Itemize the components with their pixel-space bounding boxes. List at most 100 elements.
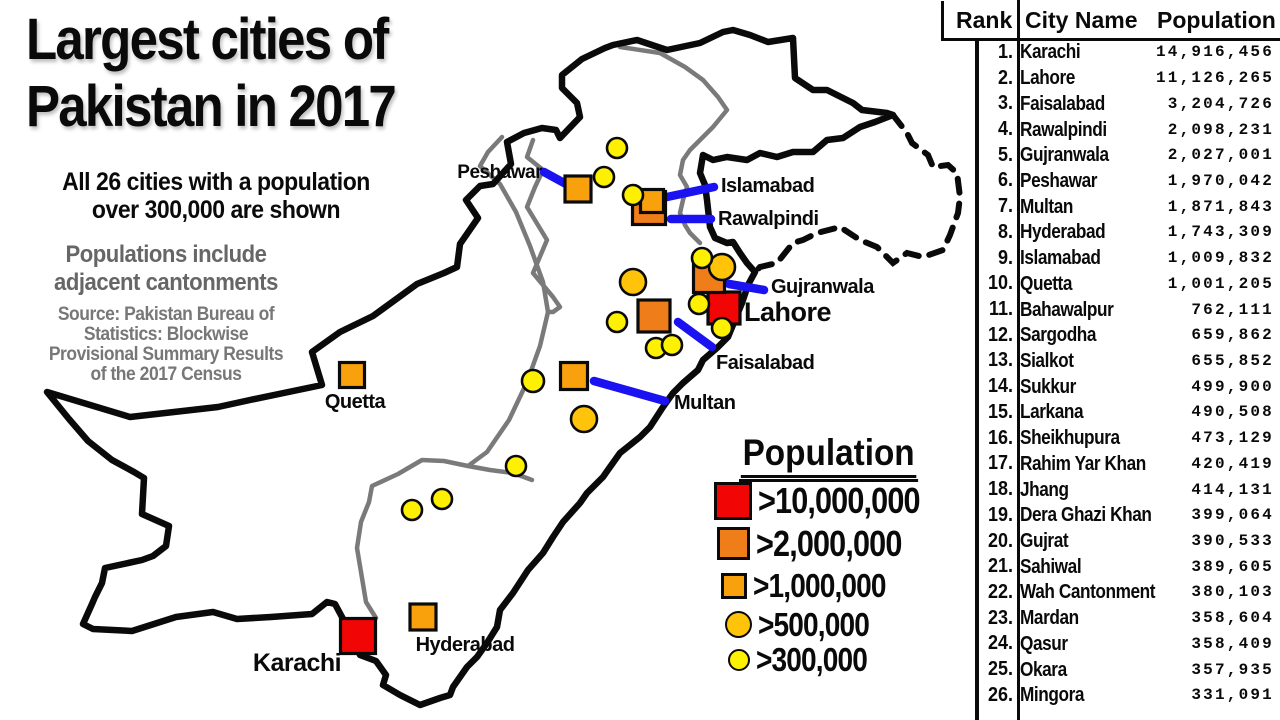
cell-city: Lahore	[1020, 66, 1075, 90]
table-row: 15. Larkana 490,508	[979, 400, 1278, 426]
cell-population: 358,604	[1191, 609, 1274, 628]
cell-population: 1,871,843	[1167, 197, 1274, 216]
map-label-rawalpindi: Rawalpindi	[718, 208, 819, 230]
legend-label: >300,000	[756, 641, 868, 678]
marker-okara	[660, 333, 684, 357]
table-row: 24. Qasur 358,409	[979, 631, 1278, 657]
map-label-karachi: Karachi	[253, 649, 341, 677]
marker-bahawalpur	[569, 404, 599, 434]
table-row: 10. Quetta 1,001,205	[979, 271, 1278, 297]
cell-population: 490,508	[1191, 403, 1274, 422]
marker-jhang	[605, 310, 629, 334]
legend-label: >500,000	[758, 605, 870, 643]
cell-population: 1,970,042	[1167, 171, 1274, 190]
table-row: 22. Wah Cantonment 380,103	[979, 580, 1278, 606]
cell-population: 2,027,001	[1167, 146, 1274, 165]
table-row: 12. Sargodha 659,862	[979, 322, 1278, 348]
province-boundary-punjab-west	[524, 137, 563, 315]
cell-city: Dera Ghazi Khan	[1020, 503, 1152, 527]
table-row: 20. Gujrat 390,533	[979, 528, 1278, 554]
cell-city: Karachi	[1020, 40, 1081, 64]
legend-swatch-circle	[725, 611, 752, 638]
title-line2: Pakistan in 2017	[26, 74, 397, 139]
cell-rank: 11.	[988, 298, 1013, 321]
cell-population: 14,916,456	[1155, 43, 1274, 62]
cell-rank: 7.	[997, 195, 1013, 218]
cell-population: 1,009,832	[1167, 249, 1274, 268]
province-boundary-sindh-punjab	[465, 463, 535, 483]
cell-rank: 18.	[987, 478, 1013, 501]
cell-city: Islamabad	[1020, 246, 1101, 270]
map-label-peshawar: Peshawar	[457, 162, 543, 183]
cell-city: Sahiwal	[1020, 554, 1082, 578]
subtitle: All 26 cities with a population over 300…	[26, 168, 406, 224]
marker-sargodha	[618, 267, 648, 297]
cell-city: Sukkur	[1020, 374, 1076, 398]
col-header-population: Population	[1157, 7, 1276, 33]
subtitle-line1: All 26 cities with a population	[62, 168, 370, 196]
map-label-quetta: Quetta	[325, 391, 387, 413]
marker-mingora	[605, 136, 629, 160]
map-label-gujranwala: Gujranwala	[771, 276, 875, 298]
title-line1: Largest cities of	[26, 7, 389, 72]
cell-city: Qasur	[1020, 631, 1068, 655]
cell-population: 1,001,205	[1167, 274, 1274, 293]
cell-population: 380,103	[1191, 583, 1274, 602]
marker-qasur	[710, 316, 734, 340]
cell-population: 390,533	[1191, 532, 1274, 551]
leader-line	[724, 279, 769, 295]
cell-rank: 3.	[997, 92, 1013, 115]
map-label-islamabad: Islamabad	[721, 175, 814, 197]
pakistan-outline	[43, 26, 897, 709]
cell-city: Sialkot	[1020, 348, 1074, 372]
cell-rank: 2.	[997, 66, 1013, 89]
note-line2: adjacent cantonments	[54, 269, 278, 296]
cell-rank: 15.	[987, 400, 1013, 423]
page-title: Largest cities of Pakistan in 2017	[26, 6, 445, 140]
legend-swatch-square	[717, 527, 750, 560]
table-row: 13. Sialkot 655,852	[979, 348, 1278, 374]
marker-sukkur	[430, 487, 454, 511]
table-row: 4. Rawalpindi 2,098,231	[979, 117, 1278, 143]
table-row: 9. Islamabad 1,009,832	[979, 245, 1278, 271]
cell-population: 473,129	[1191, 429, 1274, 448]
source-line4: of the 2017 Census	[90, 364, 242, 385]
cell-population: 3,204,726	[1167, 94, 1274, 113]
cell-rank: 10.	[987, 272, 1013, 295]
map-label-hyderabad: Hyderabad	[416, 634, 515, 656]
marker-peshawar	[563, 174, 593, 204]
cell-city: Sheikhupura	[1020, 426, 1120, 450]
source-line2: Statistics: Blockwise	[83, 324, 249, 345]
cell-rank: 25.	[987, 658, 1013, 681]
cell-population: 659,862	[1191, 326, 1274, 345]
cell-rank: 26.	[987, 683, 1013, 706]
cell-rank: 21.	[987, 555, 1013, 578]
marker-rahim-yar-khan	[504, 454, 528, 478]
leader-lines	[539, 167, 769, 406]
cell-population: 499,900	[1191, 377, 1274, 396]
cell-city: Hyderabad	[1020, 220, 1106, 244]
marker-sialkot	[707, 252, 737, 282]
legend-title: Population	[739, 432, 938, 482]
cell-population: 414,131	[1191, 480, 1274, 499]
cell-city: Peshawar	[1020, 168, 1098, 192]
legend-label: >10,000,000	[758, 480, 921, 521]
col-header-rank: Rank	[956, 7, 1013, 33]
legend-entry: >1,000,000	[712, 567, 909, 604]
marker-dera-ghazi-khan	[520, 368, 546, 394]
city-labels: Peshawar Islamabad Rawalpindi GujranwalaLah…	[253, 162, 876, 677]
cell-city: Jhang	[1020, 477, 1069, 501]
legend-label: >1,000,000	[753, 567, 887, 604]
legend-entry: >500,000	[712, 605, 889, 643]
cell-city: Rahim Yar Khan	[1020, 451, 1146, 475]
cell-rank: 13.	[987, 349, 1013, 372]
table-row: 14. Sukkur 499,900	[979, 374, 1278, 400]
cell-rank: 9.	[997, 246, 1013, 269]
cell-city: Bahawalpur	[1020, 297, 1114, 321]
cell-population: 11,126,265	[1155, 69, 1274, 88]
table-row: 5. Gujranwala 2,027,001	[979, 142, 1278, 168]
table-row: 8. Hyderabad 1,743,309	[979, 220, 1278, 246]
table-row: 1. Karachi 14,916,456	[979, 40, 1278, 66]
cell-city: Mingora	[1020, 683, 1085, 707]
